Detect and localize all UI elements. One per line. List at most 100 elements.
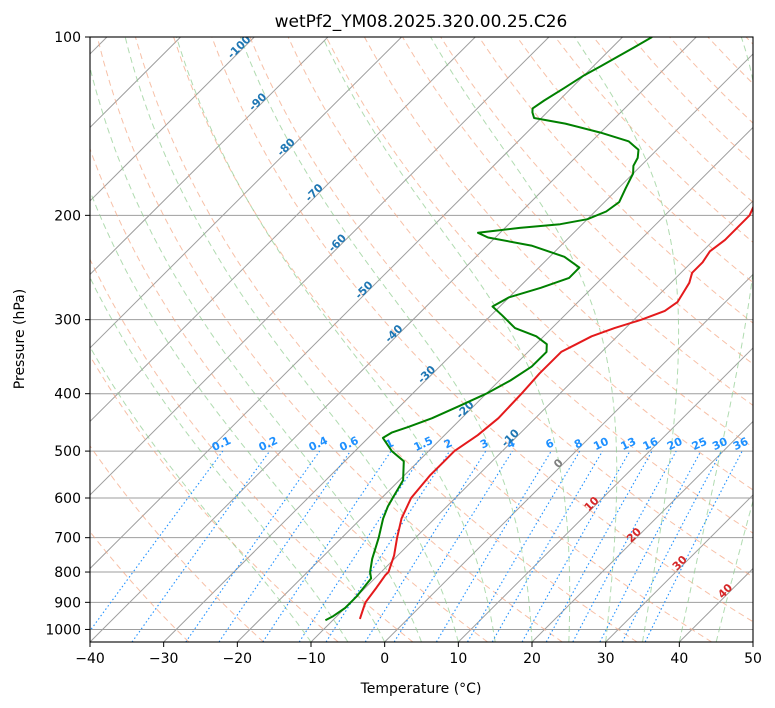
- isotherm-temperature-label: -60: [326, 231, 349, 254]
- isotherm-temperature-label: -70: [303, 181, 326, 204]
- dry-adiabat: [134, 37, 638, 642]
- x-tick-label: 20: [523, 651, 541, 667]
- mixing-ratio-label: 10: [591, 435, 611, 453]
- mixing-ratio-line: [545, 450, 653, 642]
- x-tick-label: −10: [296, 651, 326, 667]
- moist-adiabat: [90, 276, 349, 642]
- x-axis-ticks: −40 −30 −20 −10 0 10 20 30 40 50: [75, 642, 762, 667]
- mixing-ratio-label: 2: [442, 436, 454, 451]
- mixing-ratio-label: 36: [731, 435, 751, 453]
- chart-title: wetPf2_YM08.2025.320.00.25.C26: [275, 12, 568, 32]
- isotherm-line: [90, 37, 402, 349]
- dry-adiabat: [90, 147, 488, 642]
- x-tick-label: −40: [75, 651, 105, 667]
- moist-adiabat: [240, 37, 533, 642]
- isotherm-temperature-label: -30: [415, 363, 438, 386]
- x-tick-label: −20: [223, 651, 253, 667]
- isotherm-temperature-label: -80: [275, 135, 298, 158]
- dry-adiabat: [90, 258, 414, 642]
- mixing-ratio-line: [364, 450, 487, 642]
- dry-adiabat: [249, 37, 753, 578]
- x-tick-label: −30: [149, 651, 179, 667]
- isotherm-line: [90, 37, 550, 496]
- isotherm-temperature-label: -90: [246, 90, 269, 113]
- mixing-ratio-label: 16: [641, 435, 661, 453]
- mixing-ratio-line: [435, 450, 552, 642]
- dry-adiabat: [90, 445, 264, 642]
- dry-adiabat: [325, 37, 753, 491]
- dry-adiabat: [592, 37, 753, 203]
- isotherm-temperature-label: 40: [715, 581, 735, 601]
- y-tick-label: 400: [54, 387, 81, 403]
- isotherm-line: [90, 37, 623, 570]
- y-tick-label: 900: [54, 595, 81, 611]
- x-tick-label: 0: [380, 651, 389, 667]
- isotherm-line: [752, 641, 753, 642]
- dewpoint-profile: [324, 37, 653, 622]
- moist-adiabat: [90, 65, 422, 642]
- mixing-ratio-line: [325, 450, 451, 642]
- isotherm-line: [457, 347, 753, 642]
- dry-adiabat: [745, 37, 753, 45]
- mixing-ratio-line: [185, 450, 321, 642]
- isotherm-line: [678, 567, 753, 642]
- profile-series: [324, 37, 753, 622]
- dry-adiabat: [90, 355, 339, 642]
- isotherm-line: [605, 494, 753, 642]
- mixing-ratio-line: [262, 450, 392, 642]
- isotherm-temperature-label: -10: [499, 426, 522, 449]
- x-tick-label: 10: [449, 651, 467, 667]
- isotherm-temperature-label: 20: [624, 525, 644, 545]
- isotherm-line: [310, 200, 753, 642]
- isotherm-line: [384, 273, 753, 642]
- moist-adiabat: [322, 37, 571, 642]
- moist-adiabat: [90, 346, 312, 642]
- dry-adiabat: [707, 37, 753, 85]
- isotherm-line: [90, 37, 255, 202]
- mixing-ratio-line: [572, 450, 677, 642]
- line-labels: 0.1 0.2 0.4 0.6 1 1.5 2 3 4 6 8 10 13 16 20 25 30 36-100-…: [210, 37, 751, 601]
- y-tick-label: 300: [54, 313, 81, 329]
- mixing-ratio-line: [90, 450, 224, 632]
- dry-adiabat: [440, 37, 753, 365]
- x-axis-label: Temperature (°C): [360, 681, 482, 697]
- x-tick-label: 30: [597, 651, 615, 667]
- isotherm-line: [531, 420, 753, 642]
- mixing-ratio-label: 20: [665, 435, 685, 453]
- dry-adiabat: [478, 37, 753, 324]
- moist-adiabat: [124, 37, 459, 642]
- moist-adiabat: [430, 37, 618, 642]
- background-lines: [90, 37, 753, 642]
- plot-frame: [89, 36, 754, 643]
- y-axis-ticks: 100 200 300 400 500 600 700 800 900 1000: [45, 30, 90, 638]
- x-tick-label: 50: [744, 651, 762, 667]
- dry-adiabat: [96, 37, 563, 642]
- isotherm-temperature-label: -20: [453, 398, 476, 421]
- mixing-ratio-label: 30: [710, 435, 730, 453]
- temperature-profile: [358, 205, 753, 620]
- mixing-ratio-line: [521, 450, 631, 642]
- mixing-ratio-line: [131, 450, 271, 642]
- dry-adiabat: [669, 37, 753, 124]
- isotherm-temperature-label: -40: [382, 322, 405, 345]
- moist-adiabat: [90, 189, 386, 642]
- moist-adiabat: [175, 37, 496, 642]
- isotherm-line: [236, 126, 753, 642]
- dry-adiabat: [516, 37, 753, 284]
- isotherm-temperature-label: -50: [352, 278, 375, 301]
- mixing-ratio-line: [599, 450, 702, 642]
- y-tick-label: 1000: [45, 622, 81, 638]
- isotherm-temperature-label: 10: [582, 494, 602, 514]
- isotherm-line: [90, 37, 329, 276]
- mixing-ratio-label: 25: [690, 435, 709, 453]
- isotherm-line: [90, 37, 476, 423]
- dry-adiabat: [173, 37, 712, 642]
- y-tick-label: 200: [54, 208, 81, 224]
- dry-adiabat: [90, 530, 190, 642]
- mixing-ratio-line: [218, 450, 351, 642]
- dry-adiabat: [287, 37, 753, 534]
- moist-adiabat: [678, 37, 753, 642]
- isotherm-line: [90, 37, 697, 642]
- mixing-ratio-label: 13: [619, 435, 638, 453]
- mixing-ratio-line: [467, 450, 581, 642]
